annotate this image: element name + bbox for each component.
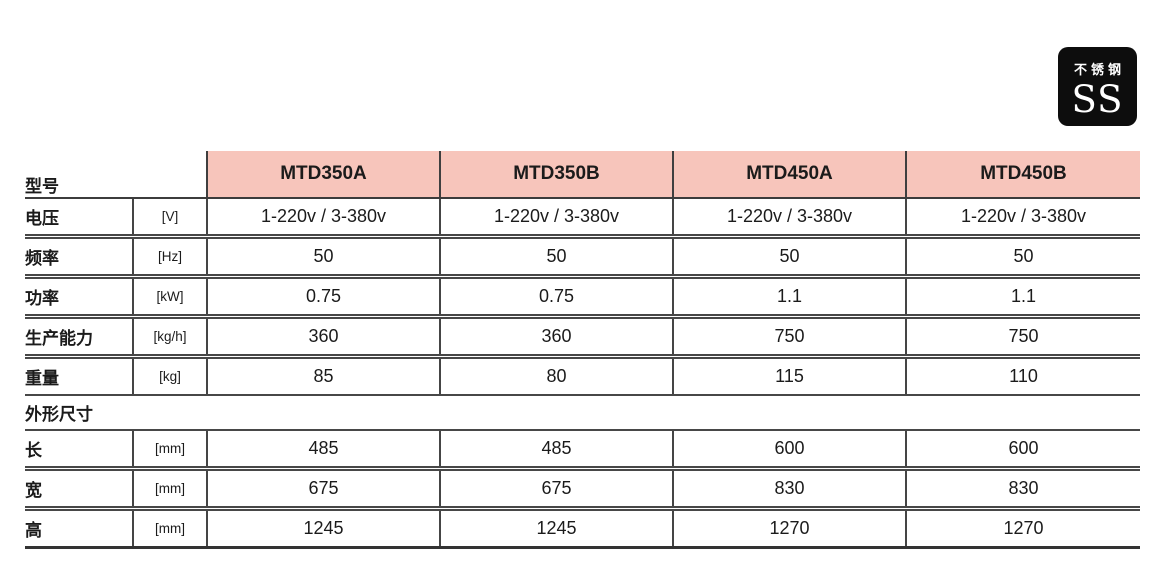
model-header: MTD450A xyxy=(672,151,906,199)
table-header-row: 型号 MTD350A MTD350B MTD450A MTD450B xyxy=(25,151,1140,199)
value-cell: 50 xyxy=(206,236,440,279)
row-unit: [mm] xyxy=(132,468,207,511)
value-cell: 50 xyxy=(905,236,1140,279)
model-header: MTD450B xyxy=(905,151,1140,199)
table-row-voltage: 电压 [V] 1-220v / 3-380v 1-220v / 3-380v 1… xyxy=(25,198,1140,239)
badge-ss-code: SS xyxy=(1071,78,1124,121)
value-cell: 750 xyxy=(905,316,1140,359)
value-cell: 115 xyxy=(672,356,906,396)
spec-table: 型号 MTD350A MTD350B MTD450A MTD450B 电压 [V… xyxy=(25,151,1140,549)
value-cell: 830 xyxy=(905,468,1140,511)
badge-material-label: 不锈钢 xyxy=(1073,62,1125,77)
value-cell: 0.75 xyxy=(206,276,440,319)
value-cell: 1270 xyxy=(672,508,906,549)
value-cell: 1-220v / 3-380v xyxy=(672,198,906,239)
value-cell: 1245 xyxy=(439,508,673,549)
model-header: MTD350B xyxy=(439,151,673,199)
row-label: 长 xyxy=(25,430,133,471)
value-cell: 360 xyxy=(439,316,673,359)
value-cell: 1.1 xyxy=(672,276,906,319)
table-section-dimensions: 外形尺寸 xyxy=(25,395,1140,431)
value-cell: 50 xyxy=(439,236,673,279)
row-label: 功率 xyxy=(25,276,133,319)
value-cell: 1270 xyxy=(905,508,1140,549)
value-cell: 485 xyxy=(439,430,673,471)
value-cell: 1-220v / 3-380v xyxy=(905,198,1140,239)
value-cell: 1245 xyxy=(206,508,440,549)
value-cell: 110 xyxy=(905,356,1140,396)
value-cell: 675 xyxy=(206,468,440,511)
value-cell: 600 xyxy=(672,430,906,471)
row-label: 频率 xyxy=(25,236,133,279)
row-unit: [kg/h] xyxy=(132,316,207,359)
row-unit: [mm] xyxy=(132,508,207,549)
table-row-frequency: 频率 [Hz] 50 50 50 50 xyxy=(25,236,1140,279)
value-cell: 675 xyxy=(439,468,673,511)
model-corner-label: 型号 xyxy=(25,151,207,199)
value-cell: 50 xyxy=(672,236,906,279)
value-cell: 85 xyxy=(206,356,440,396)
value-cell: 830 xyxy=(672,468,906,511)
row-label: 高 xyxy=(25,508,133,549)
value-cell: 600 xyxy=(905,430,1140,471)
row-unit: [kW] xyxy=(132,276,207,319)
model-header: MTD350A xyxy=(206,151,440,199)
row-label: 生产能力 xyxy=(25,316,133,359)
row-unit: [Hz] xyxy=(132,236,207,279)
value-cell: 1-220v / 3-380v xyxy=(439,198,673,239)
row-label: 重量 xyxy=(25,356,133,396)
value-cell: 750 xyxy=(672,316,906,359)
table-row-length: 长 [mm] 485 485 600 600 xyxy=(25,430,1140,471)
row-unit: [V] xyxy=(132,198,207,239)
value-cell: 485 xyxy=(206,430,440,471)
table-row-capacity: 生产能力 [kg/h] 360 360 750 750 xyxy=(25,316,1140,359)
table-row-width: 宽 [mm] 675 675 830 830 xyxy=(25,468,1140,511)
stainless-steel-badge: 不锈钢 SS xyxy=(1058,47,1137,126)
section-label: 外形尺寸 xyxy=(25,395,1140,431)
row-unit: [kg] xyxy=(132,356,207,396)
table-row-height: 高 [mm] 1245 1245 1270 1270 xyxy=(25,508,1140,549)
row-label: 电压 xyxy=(25,198,133,239)
value-cell: 1.1 xyxy=(905,276,1140,319)
value-cell: 80 xyxy=(439,356,673,396)
value-cell: 1-220v / 3-380v xyxy=(206,198,440,239)
value-cell: 360 xyxy=(206,316,440,359)
table-row-weight: 重量 [kg] 85 80 115 110 xyxy=(25,356,1140,396)
value-cell: 0.75 xyxy=(439,276,673,319)
row-unit: [mm] xyxy=(132,430,207,471)
row-label: 宽 xyxy=(25,468,133,511)
table-row-power: 功率 [kW] 0.75 0.75 1.1 1.1 xyxy=(25,276,1140,319)
